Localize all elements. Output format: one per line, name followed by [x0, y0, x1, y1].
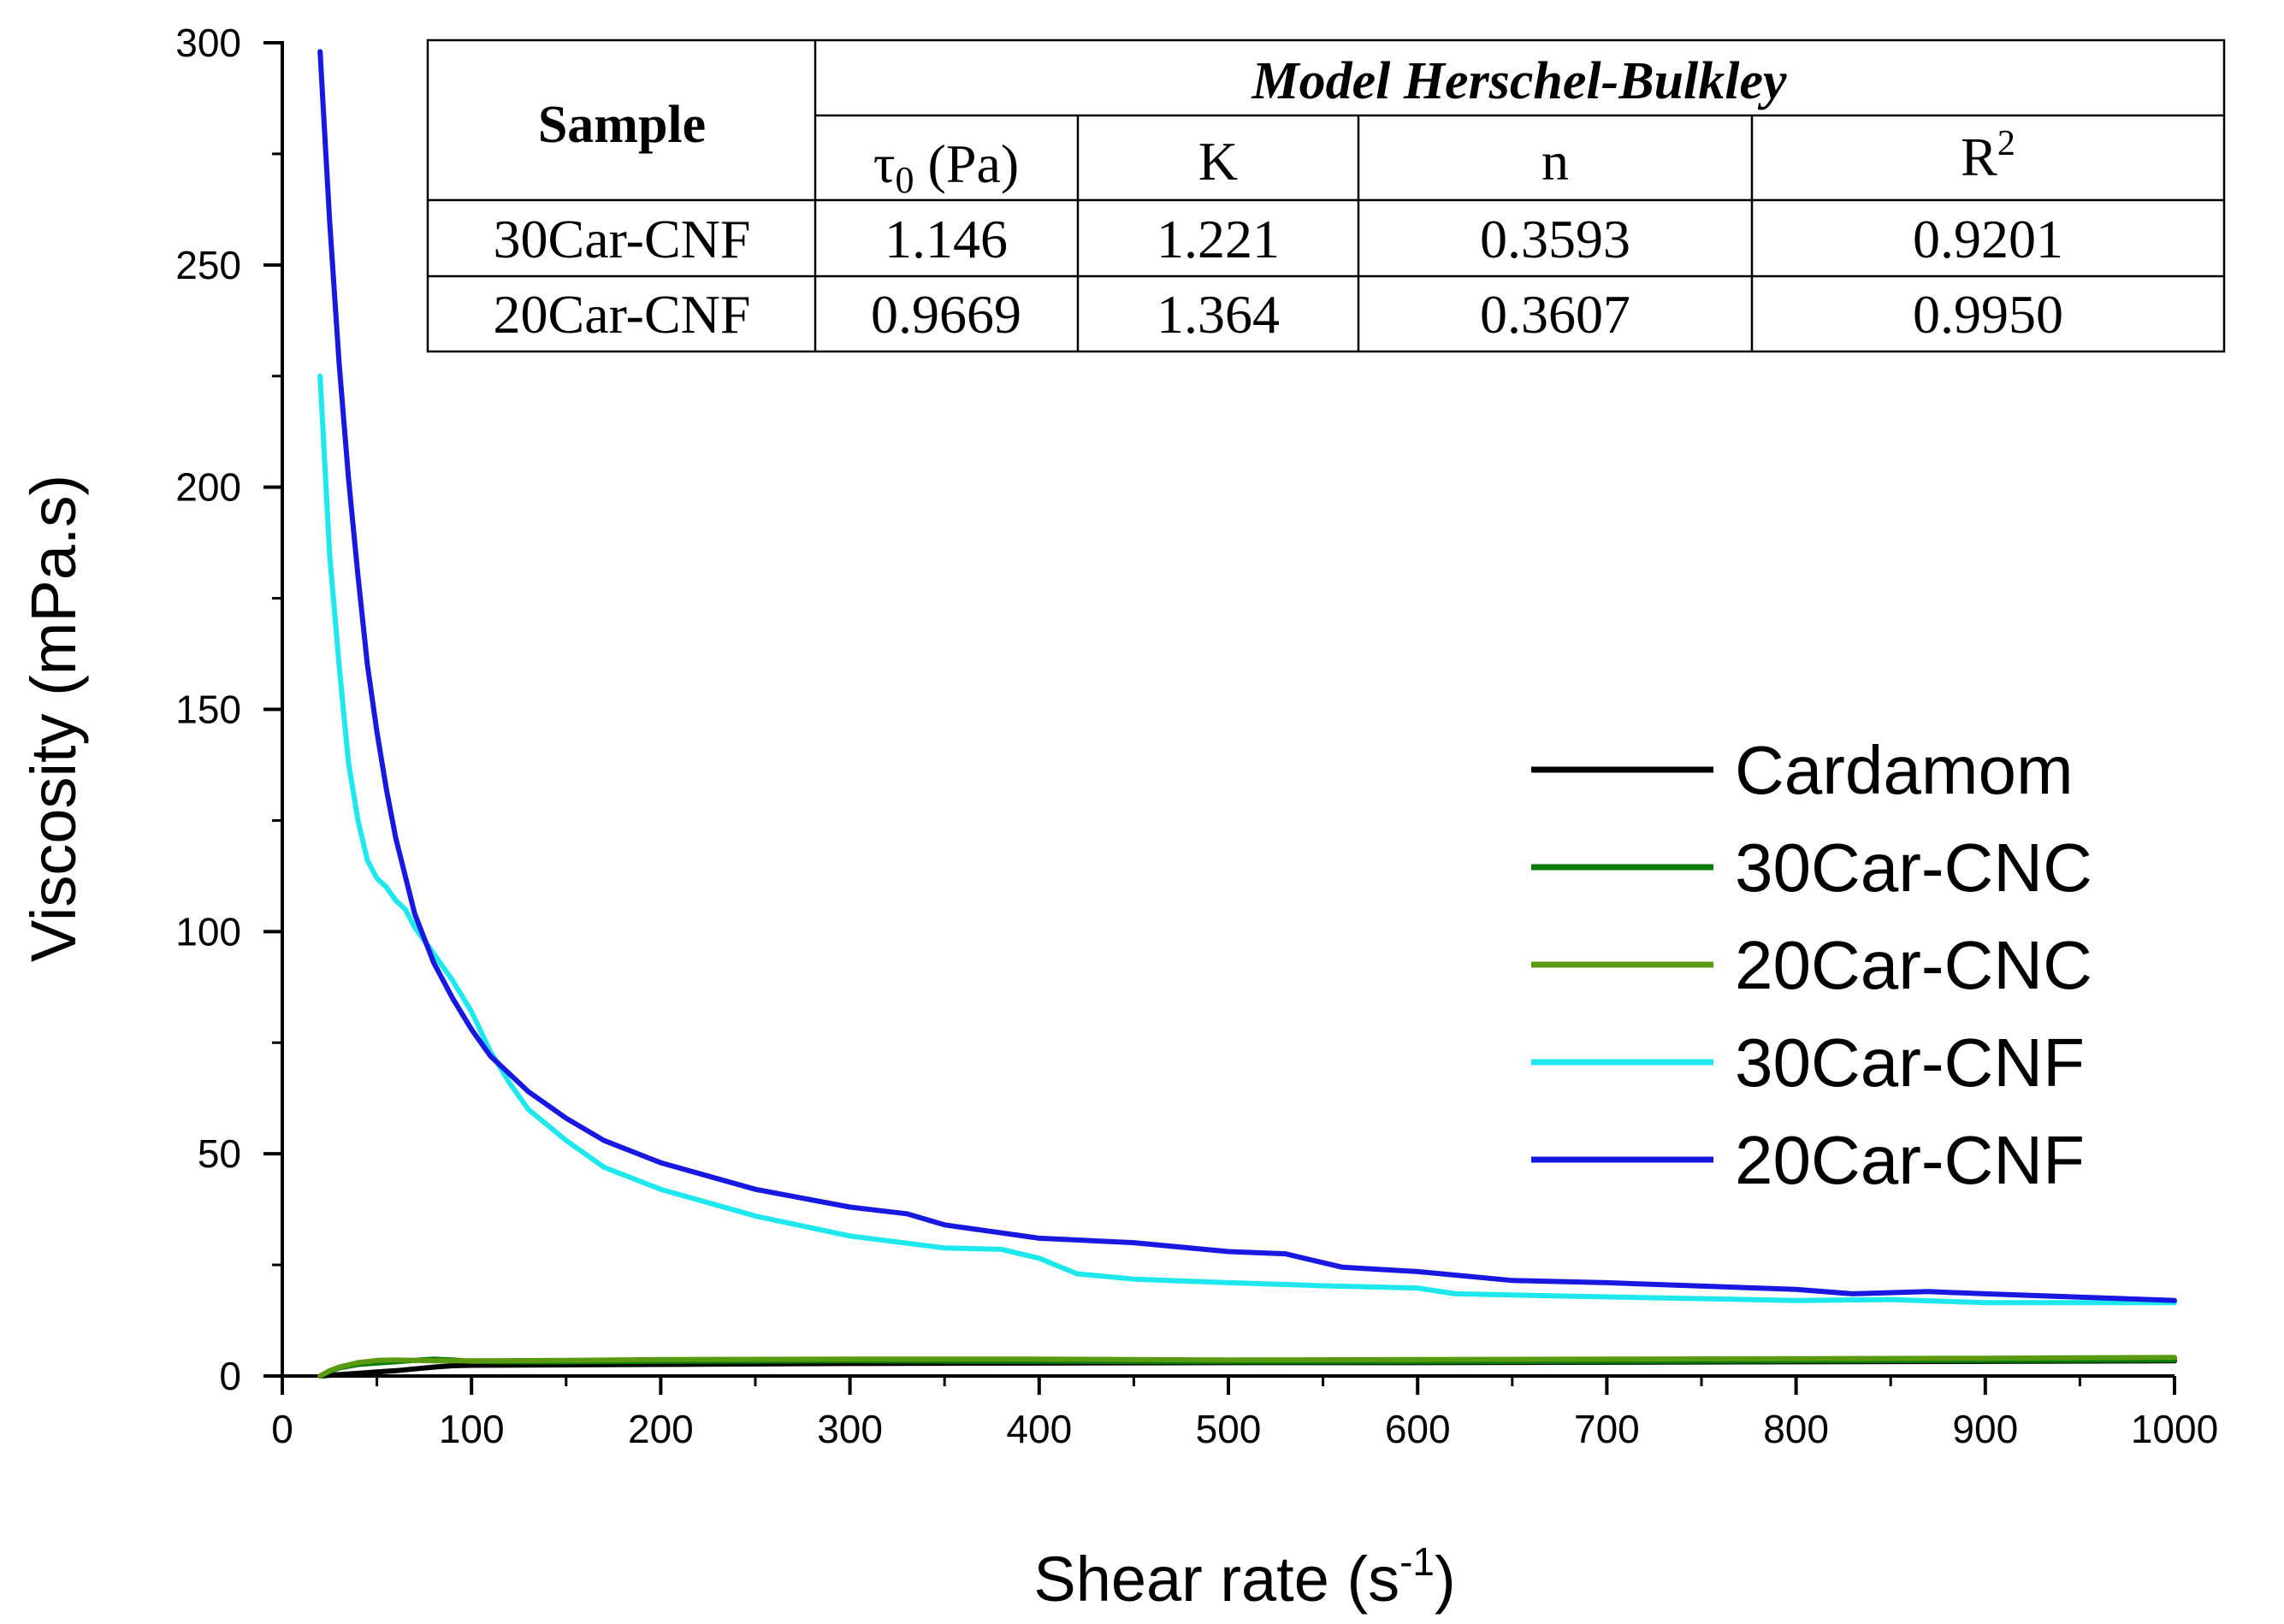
x-tick-label: 200 [628, 1407, 694, 1451]
x-tick-label: 900 [1952, 1407, 2018, 1451]
table-row: 30Car-CNF 1.146 1.221 0.3593 0.9201 [494, 209, 2063, 269]
legend: Cardamom 30Car-CNC 20Car-CNC 30Car-CNF 20Car… [1531, 732, 2092, 1198]
y-axis-ticks: 0 50 100 150 200 250 300 [175, 21, 282, 1398]
table-col-r2: R2 [1961, 124, 2015, 187]
x-tick-label: 600 [1385, 1407, 1451, 1451]
table-border [426, 38, 2226, 353]
table-cell-r2: 0.9950 [1913, 284, 2063, 345]
legend-label-30car-cnf: 30Car-CNF [1735, 1025, 2085, 1101]
legend-label-cardamom: Cardamom [1735, 732, 2074, 808]
parameter-table: Sample Model Herschel-Bulkley τ0 (Pa) K … [426, 38, 2226, 353]
legend-label-30car-cnc: 30Car-CNC [1735, 830, 2092, 906]
table-cell-n: 0.3607 [1480, 284, 1630, 345]
table-cell-n: 0.3593 [1480, 209, 1630, 269]
y-tick-label: 300 [175, 21, 241, 65]
x-tick-label: 700 [1574, 1407, 1640, 1451]
x-tick-label: 500 [1196, 1407, 1262, 1451]
table-col-k: K [1198, 131, 1238, 192]
table-cell-tau0: 1.146 [885, 209, 1008, 269]
x-tick-label: 400 [1006, 1407, 1072, 1451]
table-cell-k: 1.221 [1157, 209, 1280, 269]
series-line-30car-cnf [317, 373, 2177, 1306]
y-tick-label: 100 [175, 909, 241, 954]
table-cell-r2: 0.9201 [1913, 209, 2063, 269]
y-tick-label: 50 [198, 1131, 241, 1176]
table-row: 20Car-CNF 0.9669 1.364 0.3607 0.9950 [494, 284, 2063, 345]
series-layer [317, 49, 2177, 1379]
table-cell-tau0: 0.9669 [871, 284, 1021, 345]
series-line-20car-cnf [317, 49, 2177, 1303]
x-axis-ticks: 0 100 200 300 400 500 600 700 800 900 1000 [271, 1376, 2218, 1451]
table-cell-sample: 20Car-CNF [494, 284, 751, 345]
y-tick-label: 200 [175, 465, 241, 510]
axes: 0 100 200 300 400 500 600 700 800 900 1000 0 50 100 1… [175, 21, 2218, 1451]
table-col-n: n [1541, 131, 1569, 192]
legend-label-20car-cnc: 20Car-CNC [1735, 927, 2092, 1003]
table-col-tau0: τ0 (Pa) [873, 133, 1019, 201]
table-cell-sample: 30Car-CNF [494, 209, 751, 269]
series-line-20car-cnc [317, 1355, 2177, 1379]
table-header-sample: Sample [538, 96, 706, 154]
x-tick-label: 800 [1763, 1407, 1829, 1451]
x-tick-label: 0 [271, 1407, 293, 1451]
x-axis-title: Shear rate (s-1) [1033, 1539, 1455, 1615]
x-tick-label: 100 [439, 1407, 505, 1451]
x-tick-label: 300 [817, 1407, 883, 1451]
y-tick-label: 250 [175, 243, 241, 287]
y-tick-label: 150 [175, 688, 241, 732]
y-tick-label: 0 [219, 1354, 241, 1398]
x-tick-label: 1000 [2131, 1407, 2218, 1451]
table-cell-k: 1.364 [1157, 284, 1280, 345]
table-header-model: Model Herschel-Bulkley [1251, 52, 1787, 110]
legend-label-20car-cnf: 20Car-CNF [1735, 1122, 2085, 1198]
y-axis-title: Viscosity (mPa.s) [18, 475, 89, 962]
